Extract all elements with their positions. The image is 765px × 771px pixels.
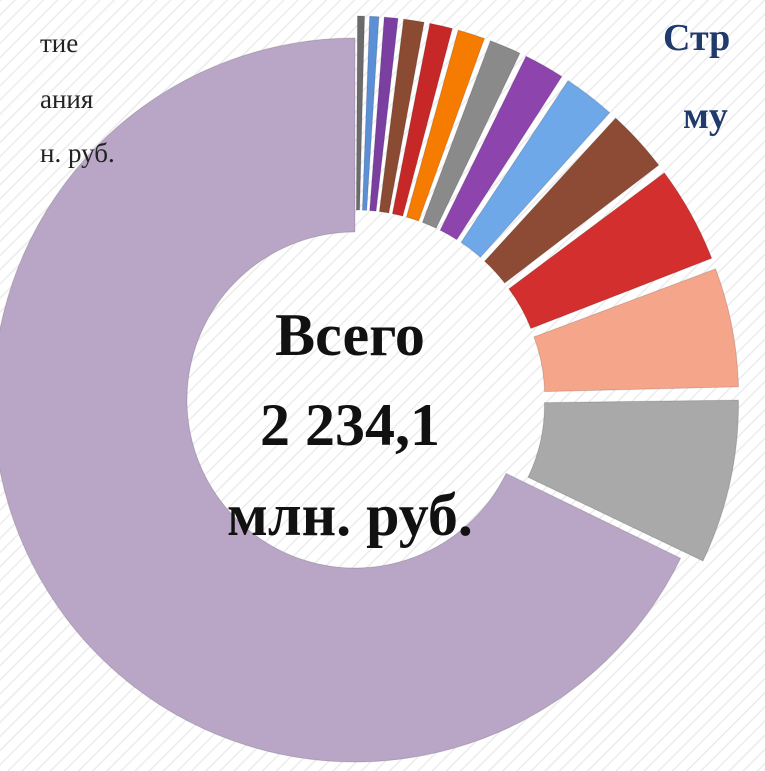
donut-slice: [533, 268, 739, 393]
donut-slice: [483, 117, 660, 284]
donut-slice: [369, 16, 399, 212]
left-fragment: тие: [40, 28, 78, 58]
left-fragment: н. руб.: [40, 138, 115, 168]
donut-slice: [460, 79, 611, 258]
donut-slice: [421, 40, 521, 229]
donut-slice: [361, 15, 380, 211]
center-label: млн. руб.: [227, 482, 473, 548]
center-label: Всего: [275, 302, 425, 368]
donut-slice: [355, 15, 366, 211]
donut-slice: [0, 37, 682, 763]
center-label: 2 234,1: [260, 392, 440, 458]
donut: [0, 15, 739, 763]
donut-slice: [527, 399, 739, 562]
donut-slice: [391, 22, 453, 217]
right-fragment: му: [683, 95, 728, 137]
donut-slice: [508, 172, 713, 330]
donut-slice: [405, 29, 486, 222]
right-fragment: Стр: [663, 17, 730, 59]
donut-slice: [439, 55, 563, 241]
donut-slice: [378, 18, 425, 214]
left-fragment: ания: [40, 84, 93, 114]
